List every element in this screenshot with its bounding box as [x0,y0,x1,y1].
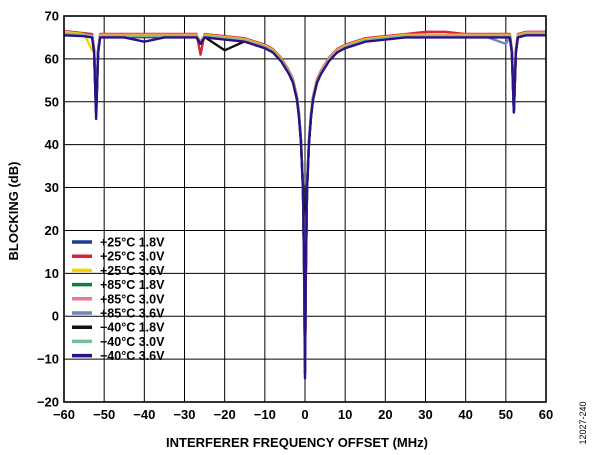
x-tick-label: −40 [133,407,155,422]
y-tick-label: 40 [45,137,59,152]
x-tick-label: 30 [418,407,432,422]
y-tick-label: −20 [37,395,59,410]
x-tick-label: −60 [53,407,75,422]
legend-label: −40°C 3.6V [100,349,165,363]
x-tick-labels: −60 −50 −40 −30 −20 −10 0 10 20 30 40 50 60 [53,407,553,422]
y-tick-label: 20 [45,223,59,238]
y-tick-label: 10 [45,266,59,281]
y-axis-label: BLOCKING (dB) [6,162,21,261]
legend-label: −40°C 3.0V [100,335,165,349]
y-tick-labels: −20 −10 0 10 20 30 40 50 60 70 [37,9,59,410]
x-tick-label: 10 [338,407,352,422]
legend-label: +85°C 3.0V [100,292,165,306]
series-line-9 [63,34,546,380]
y-tick-label: 30 [45,180,59,195]
x-axis-label: INTERFERER FREQUENCY OFFSET (MHz) [166,435,428,450]
y-tick-label: 60 [45,51,59,66]
x-tick-label: −20 [214,407,236,422]
series-layer [63,29,546,380]
y-tick-label: −10 [37,352,59,367]
legend-label: +25°C 3.0V [100,250,165,264]
x-tick-label: 0 [301,407,308,422]
legend-label: +85°C 3.6V [100,307,165,321]
legend: +25°C 1.8V+25°C 3.0V+25°C 3.6V+85°C 1.8V… [72,236,165,363]
figure-id: 12027-240 [578,401,588,444]
x-tick-label: −50 [93,407,115,422]
x-tick-label: 50 [499,407,513,422]
legend-label: +85°C 1.8V [100,278,165,292]
legend-label: −40°C 1.8V [100,321,165,335]
x-tick-label: 20 [378,407,392,422]
legend-label: +25°C 3.6V [100,264,165,278]
x-tick-label: 60 [539,407,553,422]
x-tick-label: 40 [458,407,472,422]
legend-label: +25°C 1.8V [100,236,165,250]
plot-frame [63,15,547,403]
y-tick-label: 70 [45,9,59,24]
y-tick-label: 50 [45,94,59,109]
y-tick-label: 0 [52,309,59,324]
x-tick-label: −10 [254,407,276,422]
x-tick-label: −30 [173,407,195,422]
